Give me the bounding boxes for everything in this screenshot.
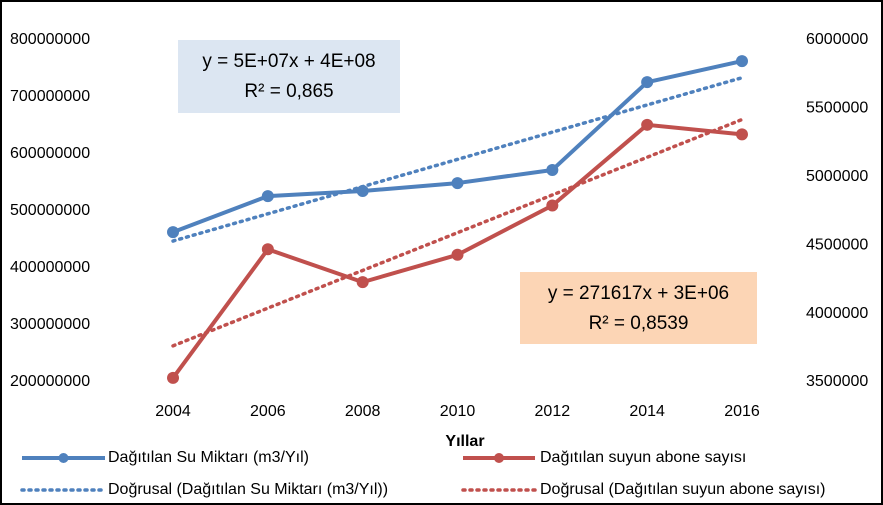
y-tick-label: 500000000 bbox=[10, 202, 90, 219]
legend-marker bbox=[58, 453, 69, 463]
marker bbox=[167, 371, 180, 384]
x-tick-label: 2016 bbox=[724, 403, 760, 420]
marker bbox=[451, 248, 464, 261]
legend-trend-label: Doğrusal (Dağıtılan suyun abone sayısı) bbox=[540, 481, 825, 498]
y2-tick-label: 4000000 bbox=[806, 305, 868, 322]
x-tick-label: 2014 bbox=[629, 403, 665, 420]
marker bbox=[261, 243, 274, 256]
legend-marker bbox=[494, 453, 504, 463]
x-tick-label: 2010 bbox=[440, 403, 476, 420]
y-tick-label: 400000000 bbox=[10, 259, 90, 276]
y2-tick-label: 4500000 bbox=[806, 236, 868, 253]
trendline bbox=[171, 117, 744, 348]
marker bbox=[167, 226, 180, 239]
marker bbox=[641, 76, 654, 89]
trend-equation: y = 271617x + 3E+06 bbox=[548, 283, 729, 304]
x-tick-label: 2012 bbox=[535, 403, 571, 420]
y-tick-label: 200000000 bbox=[10, 373, 90, 390]
marker bbox=[546, 199, 559, 212]
legend-trend-label: Doğrusal (Dağıtılan Su Miktarı (m3/Yıl)) bbox=[108, 481, 388, 498]
legend-label: Dağıtılan suyun abone sayısı bbox=[540, 449, 746, 466]
x-tick-label: 2004 bbox=[155, 403, 191, 420]
marker bbox=[735, 55, 748, 68]
x-tick-label: 2006 bbox=[250, 403, 286, 420]
equation-box bbox=[520, 272, 757, 344]
marker bbox=[641, 118, 654, 131]
y-tick-label: 600000000 bbox=[10, 145, 90, 162]
y2-tick-label: 5000000 bbox=[806, 168, 868, 185]
marker bbox=[356, 185, 369, 198]
trend-equation: y = 5E+07x + 4E+08 bbox=[202, 51, 375, 72]
y-tick-label: 300000000 bbox=[10, 316, 90, 333]
marker bbox=[261, 190, 274, 203]
marker bbox=[451, 177, 464, 190]
y2-tick-label: 3500000 bbox=[806, 373, 868, 390]
marker bbox=[546, 163, 559, 176]
x-axis-title: Yıllar bbox=[445, 433, 484, 450]
y-tick-label: 800000000 bbox=[10, 31, 90, 48]
y2-tick-label: 6000000 bbox=[806, 31, 868, 48]
trendline bbox=[171, 75, 744, 243]
legend-label: Dağıtılan Su Miktarı (m3/Yıl) bbox=[108, 449, 309, 466]
trend-r2: R² = 0,8539 bbox=[589, 313, 689, 334]
y2-tick-label: 5500000 bbox=[806, 100, 868, 117]
marker bbox=[735, 128, 748, 141]
trend-r2: R² = 0,865 bbox=[244, 81, 333, 102]
equation-box bbox=[178, 40, 400, 113]
marker bbox=[356, 276, 369, 289]
x-tick-label: 2008 bbox=[345, 403, 381, 420]
y-tick-label: 700000000 bbox=[10, 88, 90, 105]
